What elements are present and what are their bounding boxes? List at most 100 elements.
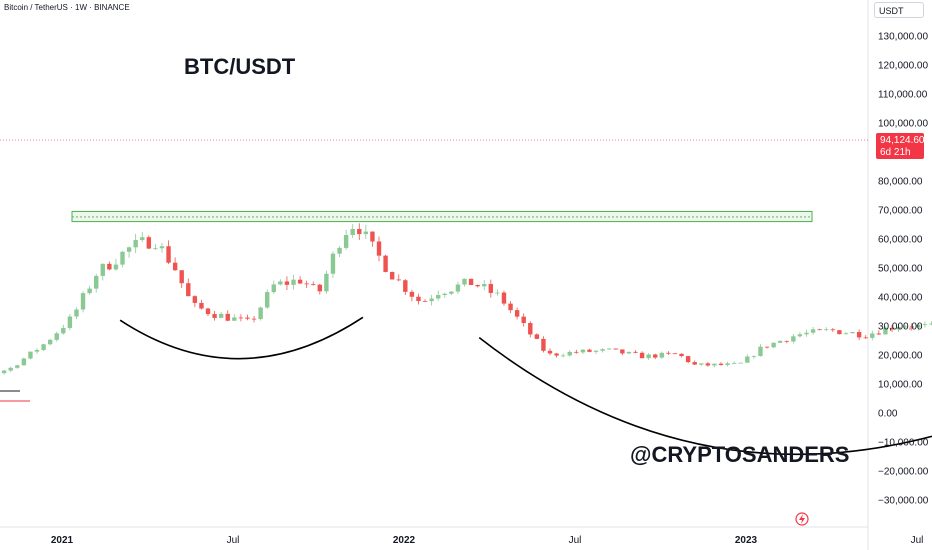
candle-body bbox=[54, 333, 59, 340]
price-tick-label: 80,000.00 bbox=[878, 177, 923, 188]
candle-body bbox=[21, 358, 27, 366]
candle-body bbox=[824, 329, 829, 331]
candle-body bbox=[343, 234, 349, 248]
resistance-zone bbox=[71, 210, 813, 223]
price-tick-label: 100,000.00 bbox=[878, 119, 928, 130]
candle-body bbox=[284, 281, 290, 285]
candle-body bbox=[712, 363, 717, 366]
snapshot-icon[interactable] bbox=[795, 512, 809, 526]
candle-body bbox=[67, 316, 73, 328]
candle-body bbox=[495, 292, 500, 294]
candle-body bbox=[685, 356, 691, 363]
candle-body bbox=[745, 356, 750, 363]
candle-body bbox=[61, 327, 66, 334]
candle-body bbox=[850, 332, 855, 334]
candle-body bbox=[107, 263, 112, 270]
candle-body bbox=[514, 310, 520, 317]
candle-body bbox=[409, 291, 415, 297]
candle-body bbox=[113, 264, 119, 270]
time-axis[interactable]: 2021Jul2022Jul2023Jul2024Jul2025Jul bbox=[51, 535, 932, 546]
badge-countdown: 6d 21h bbox=[880, 147, 911, 158]
candle-body bbox=[817, 329, 822, 331]
candle-body bbox=[607, 348, 612, 350]
time-tick-label: 2021 bbox=[51, 535, 74, 546]
chart-title: BTC/USDT bbox=[184, 54, 296, 79]
candle-body bbox=[488, 284, 494, 293]
candle-body bbox=[909, 326, 914, 328]
candle-body bbox=[587, 349, 592, 352]
candle-body bbox=[422, 301, 428, 302]
candle-body bbox=[258, 307, 263, 320]
candle-body bbox=[837, 330, 842, 335]
candle-body bbox=[8, 367, 13, 371]
candle-body bbox=[646, 354, 651, 359]
candle-body bbox=[718, 363, 724, 365]
candle-body bbox=[212, 314, 217, 318]
symbol-header: Bitcoin / TetherUS · 1W · BINANCE bbox=[4, 3, 130, 12]
candle-body bbox=[389, 271, 395, 280]
candle-body bbox=[153, 248, 158, 250]
candle-body bbox=[442, 293, 447, 296]
candle-body bbox=[699, 363, 704, 365]
candle-body bbox=[94, 275, 99, 289]
candle-body bbox=[883, 327, 888, 335]
candle-body bbox=[725, 363, 730, 365]
candle-body bbox=[179, 270, 184, 284]
candle-body bbox=[146, 237, 152, 249]
candle-body bbox=[34, 349, 40, 352]
candle-body bbox=[653, 354, 658, 358]
candle-body bbox=[620, 349, 625, 354]
candle-body bbox=[396, 279, 401, 281]
candle-body bbox=[613, 348, 618, 350]
candle-body bbox=[889, 327, 895, 330]
candle-body bbox=[87, 288, 92, 294]
candle-body bbox=[731, 363, 737, 364]
candle-body bbox=[922, 324, 928, 325]
candle-body bbox=[330, 253, 336, 274]
candle-body bbox=[679, 353, 684, 357]
candle-body bbox=[692, 362, 697, 365]
candle-body bbox=[771, 342, 776, 348]
price-axis[interactable]: 130,000.00 120,000.00 110,000.00 100,000.00… bbox=[878, 32, 929, 507]
candle-body bbox=[784, 340, 789, 342]
candle-body bbox=[238, 317, 244, 319]
candle-body bbox=[416, 296, 421, 302]
price-tick-label: −10,000.00 bbox=[878, 438, 929, 449]
candle-body bbox=[186, 283, 191, 297]
candle-body bbox=[600, 349, 605, 351]
candle-body bbox=[764, 346, 770, 348]
candle-body bbox=[758, 346, 763, 357]
candle-body bbox=[245, 317, 250, 319]
price-tick-label: 120,000.00 bbox=[878, 61, 928, 72]
candle-body bbox=[468, 278, 474, 286]
candle-body bbox=[843, 333, 849, 335]
candle-body bbox=[778, 340, 783, 343]
time-tick-label: Jul bbox=[227, 535, 240, 546]
candle-body bbox=[403, 280, 408, 292]
candle-body bbox=[172, 262, 178, 271]
price-tick-label: −30,000.00 bbox=[878, 496, 929, 507]
candle-body bbox=[902, 326, 908, 328]
candle-body bbox=[383, 255, 388, 272]
candle-body bbox=[633, 351, 638, 353]
candle-body bbox=[159, 246, 165, 249]
candle-body bbox=[830, 329, 836, 331]
rounded-bottom-arc bbox=[119, 316, 364, 360]
candle-body bbox=[357, 228, 362, 235]
candle-body bbox=[574, 351, 579, 353]
candle-body bbox=[580, 349, 586, 353]
author-watermark: @CRYPTOSANDERS bbox=[630, 442, 849, 467]
candle-body bbox=[455, 284, 461, 292]
candle-body bbox=[659, 352, 665, 358]
candle-body bbox=[278, 281, 283, 285]
candle-body bbox=[626, 351, 632, 354]
currency-unit-button[interactable]: USDT bbox=[874, 2, 924, 18]
candle-body bbox=[317, 284, 323, 292]
candle-body bbox=[547, 350, 553, 354]
candle-body bbox=[271, 284, 276, 293]
candle-body bbox=[311, 284, 316, 285]
candle-body bbox=[501, 292, 507, 304]
candle-body bbox=[291, 279, 296, 285]
